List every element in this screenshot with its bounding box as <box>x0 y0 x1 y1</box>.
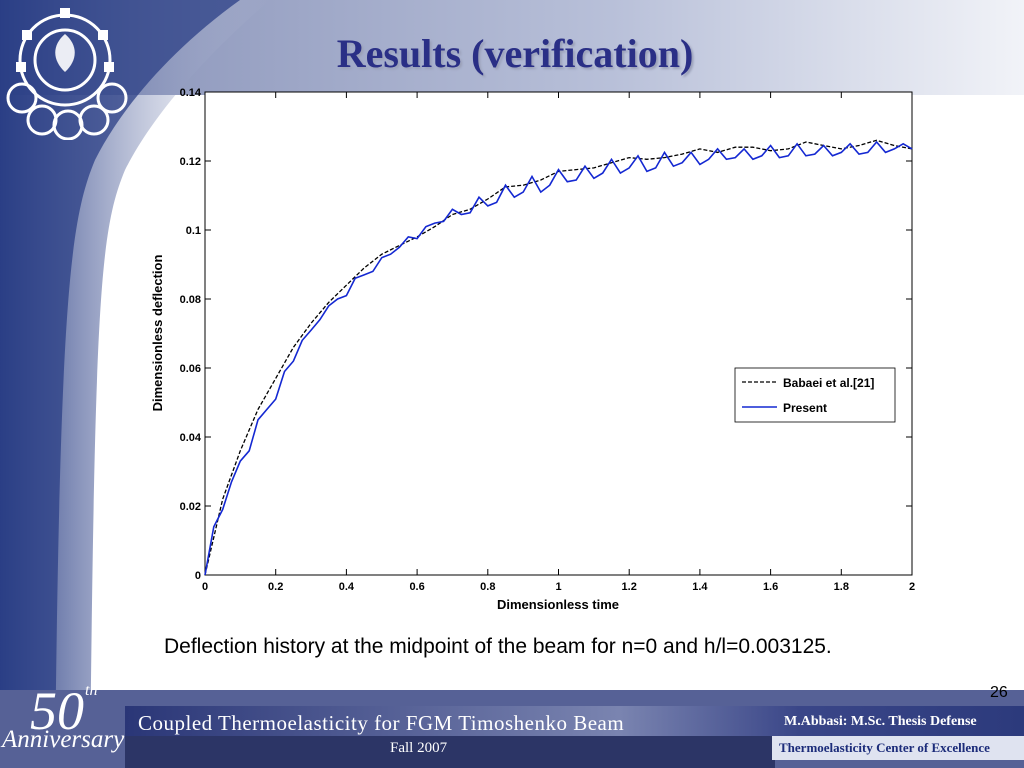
figure-caption: Deflection history at the midpoint of th… <box>164 635 832 658</box>
x-tick-label: 1 <box>555 581 561 593</box>
x-tick-label: 1.6 <box>763 581 778 593</box>
legend-label-babaei: Babaei et al.[21] <box>783 376 874 390</box>
university-logo <box>6 8 128 140</box>
plot-area <box>204 91 913 576</box>
y-tick-label: 0 <box>195 570 201 582</box>
deflection-chart: 0 0.2 0.4 0.6 0.8 1 1.2 1.4 1.6 1.8 2 0 0.02 0.04 0.06… <box>150 87 915 612</box>
x-axis-label: Dimensionless time <box>497 597 619 612</box>
x-tick-label: 1.8 <box>834 581 849 593</box>
x-tick-label: 1.2 <box>622 581 637 593</box>
page-number: 26 <box>990 684 1008 701</box>
series-layer <box>204 139 913 576</box>
y-tick-label: 0.02 <box>180 501 201 513</box>
anniversary-word: Anniversary <box>2 726 125 753</box>
footer-center: Thermoelasticity Center of Excellence <box>779 740 990 755</box>
y-tick-label: 0.06 <box>180 363 201 375</box>
x-tick-label: 0 <box>202 581 208 593</box>
legend-box <box>734 367 896 423</box>
y-tick-label: 0.08 <box>180 294 201 306</box>
x-tick-label: 2 <box>909 581 915 593</box>
x-tick-label: 0.6 <box>409 581 424 593</box>
legend-label-present: Present <box>783 401 827 415</box>
footer-title: Coupled Thermoelasticity for FGM Timoshe… <box>138 711 625 735</box>
x-tick-label: 0.8 <box>480 581 495 593</box>
series-line-present <box>204 140 913 576</box>
anniversary-number: 50 <box>30 681 84 741</box>
footer-author: M.Abbasi: M.Sc. Thesis Defense <box>784 714 977 729</box>
x-tick-label: 1.4 <box>692 581 708 593</box>
x-tick-label: 0.2 <box>268 581 283 593</box>
footer-date: Fall 2007 <box>390 740 448 756</box>
x-tick-label: 0.4 <box>339 581 355 593</box>
y-axis-label: Dimensionless deflection <box>150 255 165 412</box>
slide-title: Results (verification) <box>336 31 694 76</box>
y-tick-label: 0.14 <box>180 87 202 99</box>
legend: Babaei et al.[21] Present <box>734 367 896 423</box>
axis-ticks: 0 0.2 0.4 0.6 0.8 1 1.2 1.4 1.6 1.8 2 0 0.02 0.04 0.06… <box>180 87 915 593</box>
y-tick-label: 0.1 <box>186 225 201 237</box>
y-tick-label: 0.04 <box>180 432 202 444</box>
anniversary-suffix: th <box>85 682 98 699</box>
y-tick-label: 0.12 <box>180 156 201 168</box>
